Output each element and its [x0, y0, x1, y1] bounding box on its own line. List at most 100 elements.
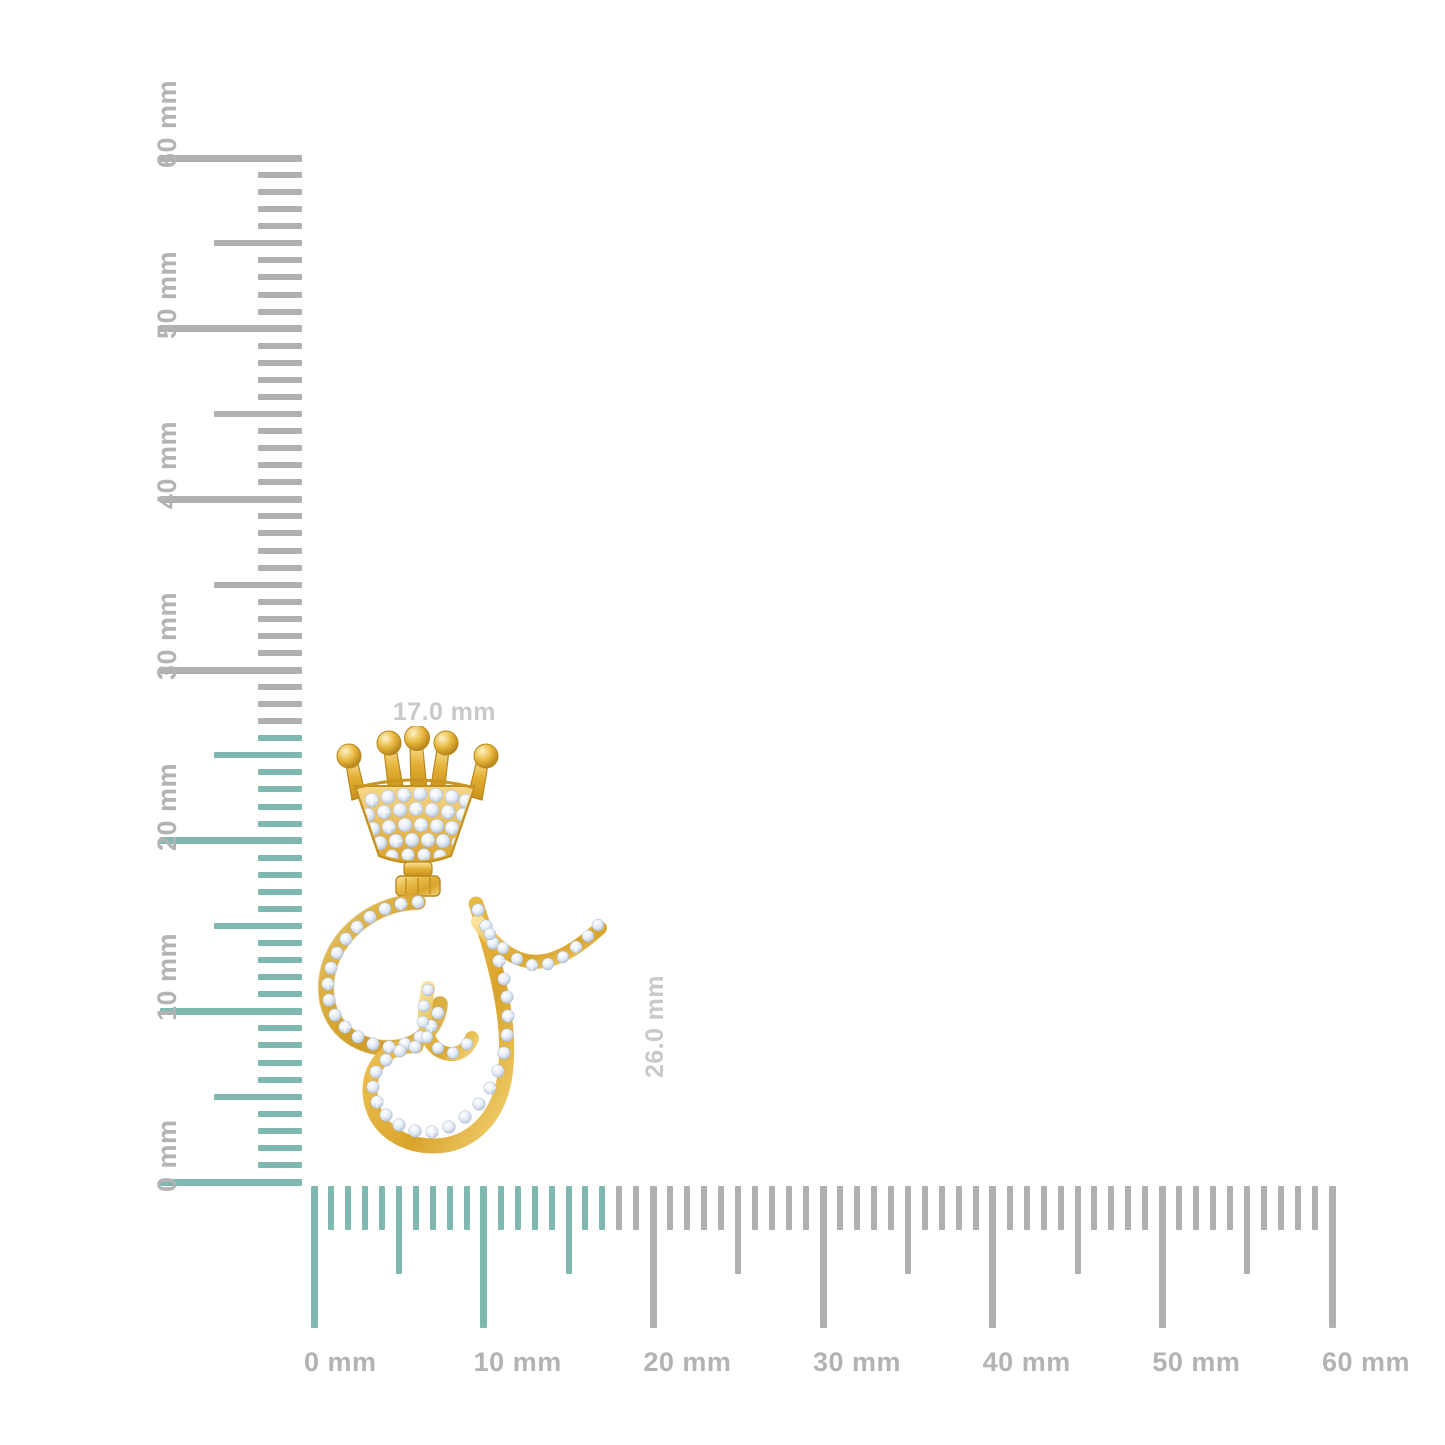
crown-pave-diamonds [360, 788, 472, 861]
ruler-tick [480, 1186, 488, 1328]
ruler-tick [258, 769, 302, 776]
ruler-tick [803, 1186, 810, 1230]
ruler-tick [1278, 1186, 1285, 1230]
ruler-tick [258, 718, 302, 725]
ruler-tick [429, 1186, 436, 1230]
ruler-tick [1244, 1186, 1251, 1274]
ruler-tick [904, 1186, 911, 1274]
ruler-tick [258, 530, 302, 537]
ruler-tick [258, 786, 302, 793]
ruler-tick [378, 1186, 385, 1230]
ruler-tick [786, 1186, 793, 1230]
horizontal-axis-label-50: 50 mm [1152, 1347, 1241, 1377]
ruler-tick [1227, 1186, 1234, 1230]
ruler-tick [258, 1076, 302, 1083]
ruler-tick [258, 376, 302, 383]
ruler-tick [214, 411, 302, 417]
ruler-tick [599, 1186, 606, 1230]
ruler-tick [531, 1186, 538, 1230]
horizontal-axis-label-60: 60 mm [1322, 1347, 1411, 1377]
ruler-tick [258, 991, 302, 998]
ruler-tick [258, 1161, 302, 1168]
ruler-tick [497, 1186, 504, 1230]
ruler-tick [160, 1178, 302, 1186]
width-dimension-label: 17.0 mm [393, 698, 496, 726]
ruler-tick [258, 359, 302, 366]
horizontal-axis-label-0: 0 mm [304, 1347, 377, 1377]
ruler-tick [258, 564, 302, 571]
ruler-tick [1328, 1186, 1336, 1328]
ruler-tick [463, 1186, 470, 1230]
crown-topper [336, 726, 499, 864]
ruler-tick [718, 1186, 725, 1230]
ruler-tick [258, 888, 302, 895]
ruler-tick [667, 1186, 674, 1230]
ruler-tick [310, 1186, 318, 1328]
ruler-tick [649, 1186, 657, 1328]
vertical-axis-label-0: 0 mm [152, 1119, 182, 1192]
ruler-tick [633, 1186, 640, 1230]
ruler-tick [258, 854, 302, 861]
ruler-tick [582, 1186, 589, 1230]
ruler-tick [258, 172, 302, 179]
ruler-tick [1193, 1186, 1200, 1230]
ruler-tick [160, 325, 302, 333]
hinged-bail [395, 861, 441, 897]
ruler-tick [344, 1186, 351, 1230]
script-letter-y [317, 893, 607, 1154]
crown-spike-balls [336, 726, 499, 769]
ruler-tick [752, 1186, 759, 1230]
ruler-tick [514, 1186, 521, 1230]
ruler-tick [258, 905, 302, 912]
horizontal-axis-label-30: 30 mm [813, 1347, 902, 1377]
ruler-tick [258, 957, 302, 964]
ruler-tick [887, 1186, 894, 1230]
ruler-tick [258, 274, 302, 281]
ruler-tick [361, 1186, 368, 1230]
ruler-tick [258, 189, 302, 196]
ruler-tick [258, 1059, 302, 1066]
ruler-tick [258, 1144, 302, 1151]
ruler-tick [1158, 1186, 1166, 1328]
ruler-tick [395, 1186, 402, 1274]
ruler-tick [258, 206, 302, 213]
ruler-tick [616, 1186, 623, 1230]
ruler-tick [160, 837, 302, 845]
ruler-tick [258, 598, 302, 605]
vertical-axis-label-10: 10 mm [152, 933, 182, 1022]
ruler-tick [938, 1186, 945, 1230]
ruler-tick [258, 223, 302, 230]
ruler-tick [1176, 1186, 1183, 1230]
horizontal-axis-label-10: 10 mm [473, 1347, 562, 1377]
ruler-tick [836, 1186, 843, 1230]
horizontal-axis-label-40: 40 mm [982, 1347, 1071, 1377]
vertical-axis-label-50: 50 mm [152, 250, 182, 339]
ruler-tick [1040, 1186, 1047, 1230]
ruler-tick [1295, 1186, 1302, 1230]
ruler-tick [819, 1186, 827, 1328]
vertical-axis-label-20: 20 mm [152, 762, 182, 851]
ruler-tick [258, 871, 302, 878]
ruler-tick [258, 1127, 302, 1134]
vertical-axis-label-30: 30 mm [152, 591, 182, 680]
ruler-tick [258, 701, 302, 708]
ruler-tick [258, 1042, 302, 1049]
ruler-tick [1074, 1186, 1081, 1274]
ruler-tick [160, 666, 302, 674]
ruler-tick [1091, 1186, 1098, 1230]
pendant-product-image [300, 726, 630, 1196]
ruler-tick [258, 803, 302, 810]
ruler-tick [565, 1186, 572, 1274]
ruler-tick [853, 1186, 860, 1230]
ruler-tick [258, 820, 302, 827]
ruler-tick [214, 581, 302, 588]
ruler-tick [258, 940, 302, 947]
ruler-tick [258, 649, 302, 656]
ruler-tick [258, 1110, 302, 1117]
ruler-tick [160, 1007, 302, 1015]
ruler-tick [446, 1186, 453, 1230]
ruler-tick [412, 1186, 419, 1230]
ruler-tick [258, 445, 302, 452]
ruler-tick [1108, 1186, 1115, 1230]
